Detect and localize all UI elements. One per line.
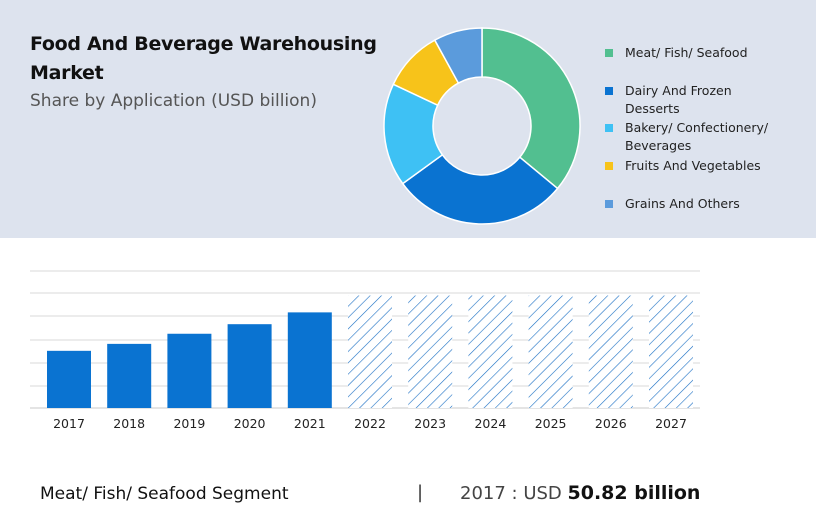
legend-swatch: [605, 124, 613, 132]
donut-slice-5: [433, 27, 483, 85]
bar-2022: [348, 295, 392, 408]
bar-2023: [408, 295, 453, 408]
footer-value: 2017 : USD 50.82 billion: [460, 482, 700, 504]
footer-segment-label: Meat/ Fish/ Seafood Segment: [40, 484, 289, 504]
bar-2018: [107, 343, 152, 408]
x-tick-label-2021: 2021: [294, 416, 326, 431]
legend-swatch: [605, 162, 613, 170]
legend-swatch: [605, 200, 613, 208]
legend-label: Dairy And Frozen Desserts: [625, 83, 732, 116]
legend-label: Fruits And Vegetables: [625, 158, 761, 173]
x-tick-label-2025: 2025: [535, 416, 567, 431]
x-tick-label-2023: 2023: [414, 416, 446, 431]
donut-chart: [383, 27, 581, 225]
footer-separator: |: [417, 482, 424, 503]
bar-2024: [468, 295, 513, 408]
chart-title: Food And Beverage Warehousing Market: [30, 33, 377, 84]
legend-swatch: [605, 49, 613, 57]
x-tick-label-2022: 2022: [354, 416, 386, 431]
bar-2026: [588, 295, 633, 408]
donut-slice-1: [481, 27, 581, 190]
bar-2017: [47, 350, 91, 408]
bar-2027: [649, 295, 693, 408]
footer-year-prefix: 2017 : USD: [460, 483, 562, 504]
chart-subtitle: Share by Application (USD billion): [30, 91, 317, 111]
legend-label: Grains And Others: [625, 196, 740, 211]
x-tick-label-2027: 2027: [655, 416, 687, 431]
bar-2020: [227, 324, 272, 408]
legend-label: Bakery/ Confectionery/Beverages: [625, 120, 769, 153]
footer-value-amount: 50.82 billion: [567, 482, 701, 504]
x-tick-label-2026: 2026: [595, 416, 627, 431]
x-tick-label-2018: 2018: [113, 416, 145, 431]
legend-label: Meat/ Fish/ Seafood: [625, 45, 748, 60]
bar-2019: [167, 333, 212, 408]
x-tick-label-2020: 2020: [234, 416, 266, 431]
x-tick-label-2017: 2017: [53, 416, 85, 431]
bar-2021: [287, 312, 332, 408]
x-tick-label-2024: 2024: [474, 416, 506, 431]
x-tick-label-2019: 2019: [173, 416, 205, 431]
bar-chart: 2017 2018 2019 2020 2021 2022 2023 2024 2025 2026…: [30, 270, 700, 431]
donut-slice-2: [401, 153, 559, 225]
bar-2025: [528, 295, 573, 408]
legend-swatch: [605, 87, 613, 95]
